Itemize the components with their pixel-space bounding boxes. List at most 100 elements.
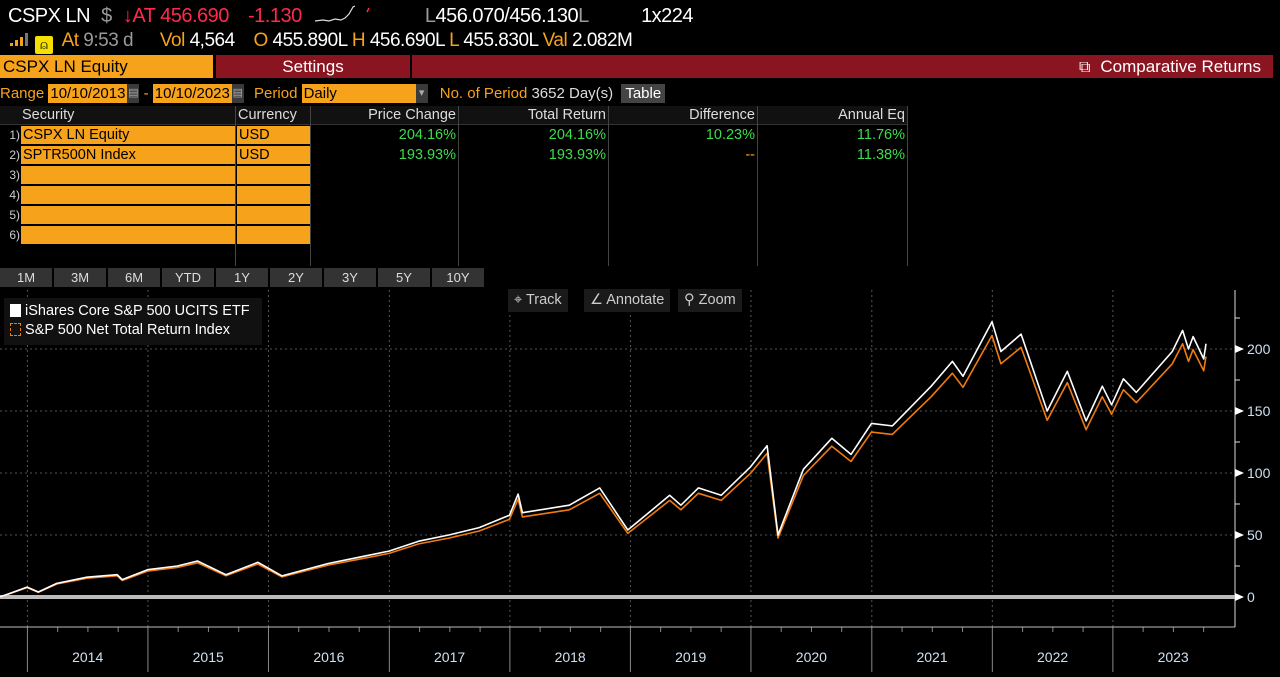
header-annual-eq[interactable]: Annual Eq bbox=[759, 106, 905, 125]
high: 456.690L bbox=[369, 30, 445, 51]
header-difference[interactable]: Difference bbox=[610, 106, 755, 125]
period-label: Period bbox=[254, 85, 298, 102]
table-button[interactable]: Table bbox=[621, 84, 666, 103]
security-input[interactable] bbox=[21, 226, 235, 246]
external-link-icon[interactable]: ⧉ bbox=[1078, 59, 1091, 76]
y-tick-marker bbox=[1235, 407, 1244, 415]
sparkline-icon bbox=[314, 5, 370, 22]
header-security[interactable]: Security bbox=[22, 106, 232, 125]
start-date-input[interactable]: 10/10/2013 bbox=[48, 84, 128, 103]
x-tick-label: 2017 bbox=[434, 649, 465, 665]
exchange-icon[interactable]: ⍝ bbox=[34, 36, 53, 54]
bid-ask: L456.070/456.130L bbox=[424, 5, 589, 27]
period-10y-button[interactable]: 10Y bbox=[432, 268, 484, 287]
security-input[interactable] bbox=[21, 166, 235, 186]
security-input[interactable] bbox=[21, 206, 235, 226]
currency-input[interactable]: USD bbox=[237, 146, 310, 166]
currency-input[interactable] bbox=[237, 206, 310, 226]
row-number: 5) bbox=[9, 208, 20, 222]
range-label: Range bbox=[0, 85, 45, 102]
col-divider bbox=[458, 106, 609, 266]
period-3m-button[interactable]: 3M bbox=[54, 268, 106, 287]
period-6m-button[interactable]: 6M bbox=[108, 268, 160, 287]
annotate-button[interactable]: ∠ Annotate bbox=[584, 289, 671, 312]
quote-stats: ⍝ At 9:53 d Vol 4,564 O 455.890L H 456.6… bbox=[8, 30, 633, 54]
period-2y-button[interactable]: 2Y bbox=[270, 268, 322, 287]
difference-cell: -- bbox=[745, 147, 755, 163]
header-currency[interactable]: Currency bbox=[238, 106, 308, 125]
legend-item[interactable]: S&P 500 Net Total Return Index bbox=[10, 322, 230, 338]
y-tick-marker bbox=[1235, 469, 1244, 477]
currency-symbol: $ bbox=[101, 5, 112, 27]
x-tick-label: 2020 bbox=[796, 649, 827, 665]
calendar-icon[interactable]: ▤ bbox=[231, 84, 244, 103]
total-return-cell: 204.16% bbox=[548, 127, 606, 143]
currency-input[interactable] bbox=[237, 166, 310, 186]
time: 9:53 d bbox=[83, 30, 134, 51]
row-number: 1) bbox=[9, 128, 20, 142]
col-divider bbox=[608, 106, 758, 266]
calendar-icon[interactable]: ▤ bbox=[127, 84, 140, 103]
val-label: Val bbox=[542, 30, 568, 51]
security-field[interactable]: CSPX LN Equity bbox=[0, 55, 213, 78]
volume: 4,564 bbox=[189, 30, 236, 51]
x-tick-label: 2015 bbox=[193, 649, 224, 665]
series-line-cspx bbox=[0, 320, 1207, 598]
last-price: 456.690 bbox=[160, 5, 229, 27]
y-tick-marker bbox=[1235, 531, 1244, 539]
num-period-label: No. of Period bbox=[439, 85, 528, 102]
period-1m-button[interactable]: 1M bbox=[0, 268, 52, 287]
annual-eq-cell: 11.76% bbox=[856, 127, 905, 143]
currency-input[interactable] bbox=[237, 186, 310, 206]
col-divider bbox=[757, 106, 908, 266]
security-input[interactable]: CSPX LN Equity bbox=[21, 126, 235, 146]
range-bar: Range 10/10/2013 ▤ - 10/10/2023 ▤ Period D… bbox=[0, 84, 666, 103]
header-price-change[interactable]: Price Change bbox=[312, 106, 456, 125]
magnifier-icon: ⚲ bbox=[684, 292, 695, 308]
range-dash: - bbox=[143, 85, 149, 102]
y-tick-marker bbox=[1235, 593, 1244, 601]
col-divider bbox=[310, 106, 459, 266]
crosshair-icon: ⌖ bbox=[514, 292, 523, 308]
open: 455.890L bbox=[272, 30, 348, 51]
security-input[interactable] bbox=[21, 186, 235, 206]
price-change-cell: 193.93% bbox=[398, 147, 456, 163]
period-select[interactable]: Daily bbox=[301, 84, 416, 103]
difference-cell: 10.23% bbox=[705, 127, 755, 143]
y-tick-label: 100 bbox=[1247, 465, 1271, 481]
num-period-value: 3652 Day(s) bbox=[531, 85, 614, 102]
header-total-return[interactable]: Total Return bbox=[460, 106, 606, 125]
chevron-down-icon[interactable]: ▾ bbox=[415, 84, 428, 103]
function-title: Comparative Returns bbox=[1100, 57, 1261, 76]
row-number: 6) bbox=[9, 228, 20, 242]
security-input[interactable]: SPTR500N Index bbox=[21, 146, 235, 166]
currency-input[interactable]: USD bbox=[237, 126, 310, 146]
currency-input[interactable] bbox=[237, 226, 310, 246]
size: 1x224 bbox=[641, 5, 694, 27]
period-1y-button[interactable]: 1Y bbox=[216, 268, 268, 287]
zoom-button[interactable]: ⚲ Zoom bbox=[678, 289, 742, 312]
quote-line: CSPX LN $ ↓AT 456.690 -1.130 L456.070/45… bbox=[8, 4, 694, 28]
y-tick-marker bbox=[1235, 345, 1244, 353]
x-tick-label: 2022 bbox=[1037, 649, 1068, 665]
y-tick-label: 150 bbox=[1247, 403, 1271, 419]
annual-eq-cell: 11.38% bbox=[856, 147, 905, 163]
period-ytd-button[interactable]: YTD bbox=[162, 268, 214, 287]
x-tick-label: 2021 bbox=[916, 649, 947, 665]
open-label: O bbox=[253, 30, 268, 51]
settings-button[interactable]: Settings bbox=[216, 55, 410, 78]
ticker: CSPX LN bbox=[8, 5, 91, 27]
high-label: H bbox=[351, 30, 366, 51]
period-5y-button[interactable]: 5Y bbox=[378, 268, 430, 287]
period-3y-button[interactable]: 3Y bbox=[324, 268, 376, 287]
value: 2.082M bbox=[572, 30, 633, 51]
signal-bars-icon bbox=[10, 33, 28, 46]
low-label: L bbox=[449, 30, 459, 51]
col-divider bbox=[235, 106, 311, 266]
legend-item[interactable]: iShares Core S&P 500 UCITS ETF bbox=[10, 303, 250, 319]
track-button[interactable]: ⌖ Track bbox=[508, 289, 568, 312]
end-date-input[interactable]: 10/10/2023 bbox=[152, 84, 232, 103]
row-number: 4) bbox=[9, 188, 20, 202]
row-number: 3) bbox=[9, 168, 20, 182]
